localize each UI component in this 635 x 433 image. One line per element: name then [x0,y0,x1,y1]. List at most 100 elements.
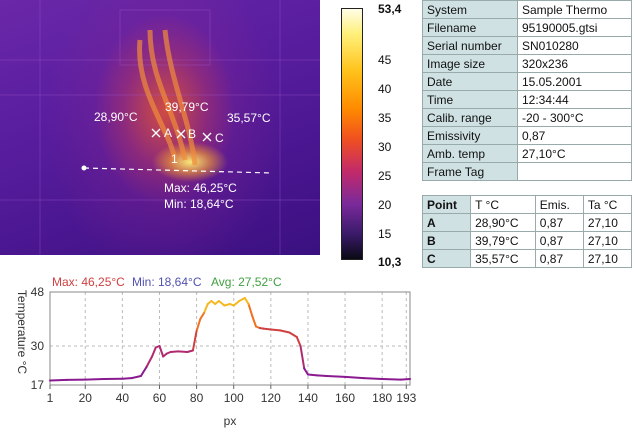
profile-point [344,376,346,378]
profile-point [121,377,124,380]
profile-point [84,378,87,381]
profile-point [223,304,226,307]
profile-point [232,304,235,307]
points-table: Point T °C Emis. Ta °C A 28,90°C 0,87 27… [421,195,633,268]
y-tick-label: 17 [31,378,45,392]
x-tick-label: 20 [79,391,93,405]
profile-point [169,351,172,353]
profile-point [229,303,231,305]
profile-segment [191,330,198,352]
profile-segment [316,374,328,377]
profile-point [186,351,189,353]
profile-segment [362,377,384,380]
info-row: Amb. temp 27,10°C [422,144,632,163]
x-tick-label: 100 [224,391,244,405]
profile-segment [306,373,319,377]
info-row: Frame Tag [422,162,632,181]
profile-segment [243,297,250,305]
point-emis: 0,87 [534,249,584,268]
points-header: Emis. [534,195,584,214]
profile-point [258,327,261,329]
profile-point [362,377,365,379]
profile-segment [177,350,189,353]
profile-segment [344,375,365,380]
info-key: Serial number [422,36,518,55]
profile-point [195,330,198,332]
info-key: Amb. temp [422,144,518,163]
spot-a-label: A [164,126,173,140]
point-id: A [421,213,472,232]
info-value: 12:34:44 [517,90,632,109]
profile-segment [203,303,209,314]
profile-segment [199,312,206,320]
x-tick-label: 120 [261,391,281,405]
x-tick-label: 193 [396,391,416,405]
hot-cables [137,29,198,166]
point-ta: 27,10 [582,213,633,232]
y-tick-label: 48 [31,285,45,299]
profile-point [206,303,209,305]
info-key: Calib. range [422,108,518,127]
profile-segment [217,300,226,307]
point-id: C [421,249,472,268]
thermal-image[interactable]: A B C 28,90°C 39,79°C 35,57°C 1 Max: 46,… [0,0,320,255]
profile-point [199,318,202,320]
color-scale-bar [341,8,363,260]
profile-segment [381,378,402,381]
cabinet-structure [0,0,320,255]
profile-point [158,345,161,347]
profile-max-label: Max: 46,25°C [52,275,125,289]
thermal-overlay [0,0,320,255]
info-value: SN010280 [517,36,632,55]
profile-point [166,352,168,355]
spot-c-mark-2 [202,132,212,142]
profile-segment [325,375,347,378]
profile-point [279,329,282,332]
info-key: Emissivity [422,126,518,145]
point-ta: 27,10 [582,231,633,250]
profile-segment [84,378,105,381]
info-row: Filename 95190005.gtsi [422,18,632,37]
profile-segment [158,345,165,358]
profile-point [316,374,319,377]
info-value: 320x236 [517,54,632,73]
profile-point [203,312,205,314]
profile-segment [169,350,180,353]
info-row: System Sample Thermo [422,0,632,19]
profile-line-start[interactable] [81,165,87,171]
info-row: Serial number SN010280 [422,36,632,55]
profile-point [381,378,384,380]
profile-avg-label: Avg: 27,52°C [211,275,282,289]
scale-tick-15: 15 [378,227,392,241]
profile-point [65,379,68,381]
info-table: System Sample Thermo Filename 95190005.gts… [422,0,632,181]
x-tick-label: 80 [190,391,204,405]
scale-max-label: 53,4 [378,2,402,16]
profile-segment [121,377,133,380]
profile-line[interactable] [83,167,273,174]
profile-segment [130,375,142,380]
profile-segment [295,336,302,347]
profile-min-label: Min: 18,64°C [132,275,202,289]
profile-point [303,367,306,370]
profile-point [151,355,153,358]
profile-point [145,366,148,368]
profile-point [130,377,133,379]
info-row: Image size 320x236 [422,54,632,73]
profile-segment [299,345,306,370]
profile-segment [262,327,272,331]
info-key: Filename [422,18,518,37]
scale-tick-30: 30 [378,140,392,154]
point-ta: 27,10 [582,249,633,268]
profile-point [269,328,272,331]
scale-tick-45: 45 [378,53,392,67]
info-value: 95190005.gtsi [517,18,632,37]
x-tick-label: 40 [116,391,130,405]
info-value: 27,10°C [517,144,632,163]
profile-point [210,300,213,302]
profile-line-max: Max: 46,25°C [164,181,237,195]
profile-segment [195,318,202,332]
profile-segment [49,378,68,382]
points-header: T °C [470,195,536,214]
